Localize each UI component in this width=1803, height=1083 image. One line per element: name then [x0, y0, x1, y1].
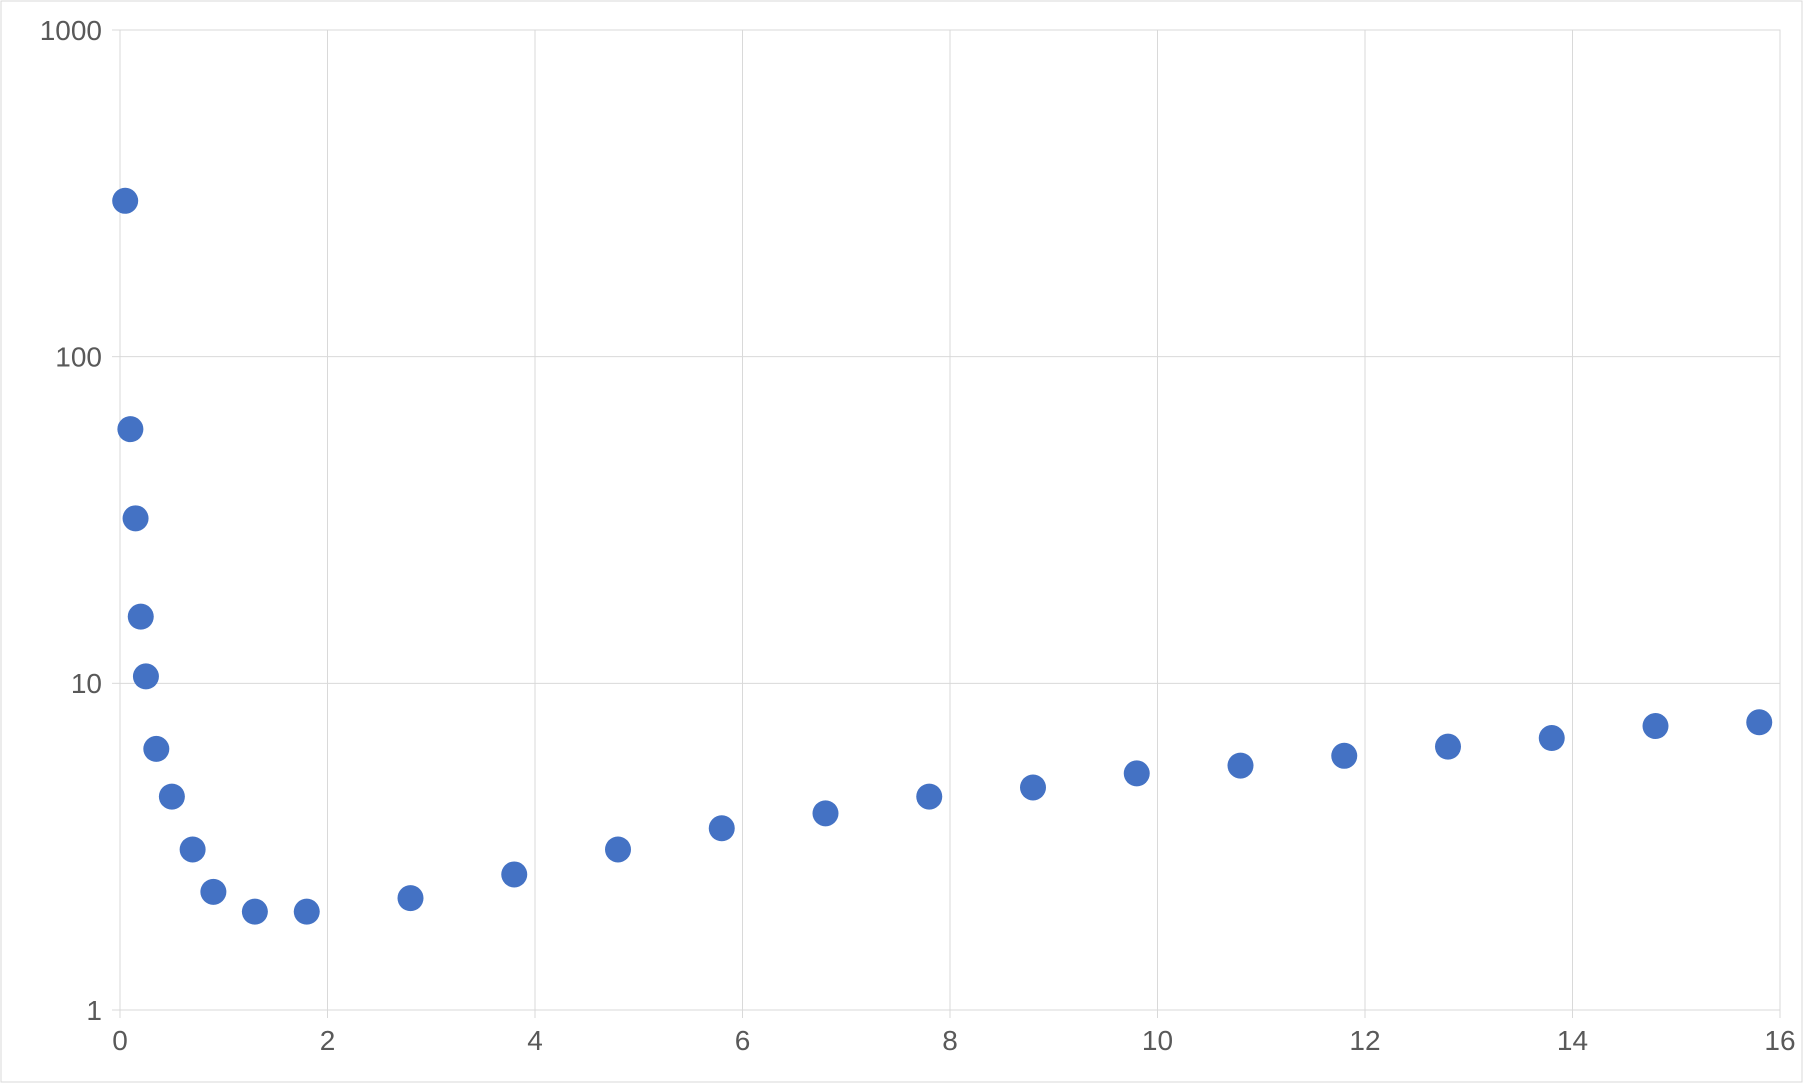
scatter-point: [242, 899, 268, 925]
scatter-point: [294, 899, 320, 925]
x-tick-label: 8: [942, 1025, 958, 1056]
scatter-point: [112, 188, 138, 214]
x-tick-label: 4: [527, 1025, 543, 1056]
scatter-point: [128, 604, 154, 630]
x-tick-label: 2: [320, 1025, 336, 1056]
scatter-point: [1746, 709, 1772, 735]
scatter-point: [813, 800, 839, 826]
scatter-point: [916, 784, 942, 810]
scatter-point: [200, 879, 226, 905]
y-tick-label: 1: [86, 995, 102, 1026]
scatter-point: [1124, 760, 1150, 786]
scatter-point: [143, 736, 169, 762]
scatter-point: [709, 815, 735, 841]
scatter-point: [123, 505, 149, 531]
scatter-point: [398, 885, 424, 911]
y-tick-label: 10: [71, 668, 102, 699]
y-tick-label: 100: [55, 341, 102, 372]
scatter-point: [1228, 753, 1254, 779]
x-tick-label: 0: [112, 1025, 128, 1056]
x-tick-label: 10: [1142, 1025, 1173, 1056]
scatter-point: [159, 784, 185, 810]
scatter-point: [117, 416, 143, 442]
x-tick-label: 14: [1557, 1025, 1588, 1056]
scatter-point: [1643, 713, 1669, 739]
scatter-point: [180, 836, 206, 862]
x-tick-label: 6: [735, 1025, 751, 1056]
scatter-point: [1020, 774, 1046, 800]
y-tick-label: 1000: [40, 15, 102, 46]
x-tick-label: 12: [1349, 1025, 1380, 1056]
scatter-point: [133, 663, 159, 689]
x-tick-label: 16: [1764, 1025, 1795, 1056]
scatter-point: [1435, 734, 1461, 760]
chart-svg: 0 2 4 6 8 10 12 14 16 1 10 100 1000: [0, 0, 1803, 1083]
scatter-point: [501, 861, 527, 887]
scatter-point: [605, 836, 631, 862]
scatter-point: [1539, 725, 1565, 751]
scatter-chart: 0 2 4 6 8 10 12 14 16 1 10 100 1000: [0, 0, 1803, 1083]
scatter-point: [1331, 743, 1357, 769]
